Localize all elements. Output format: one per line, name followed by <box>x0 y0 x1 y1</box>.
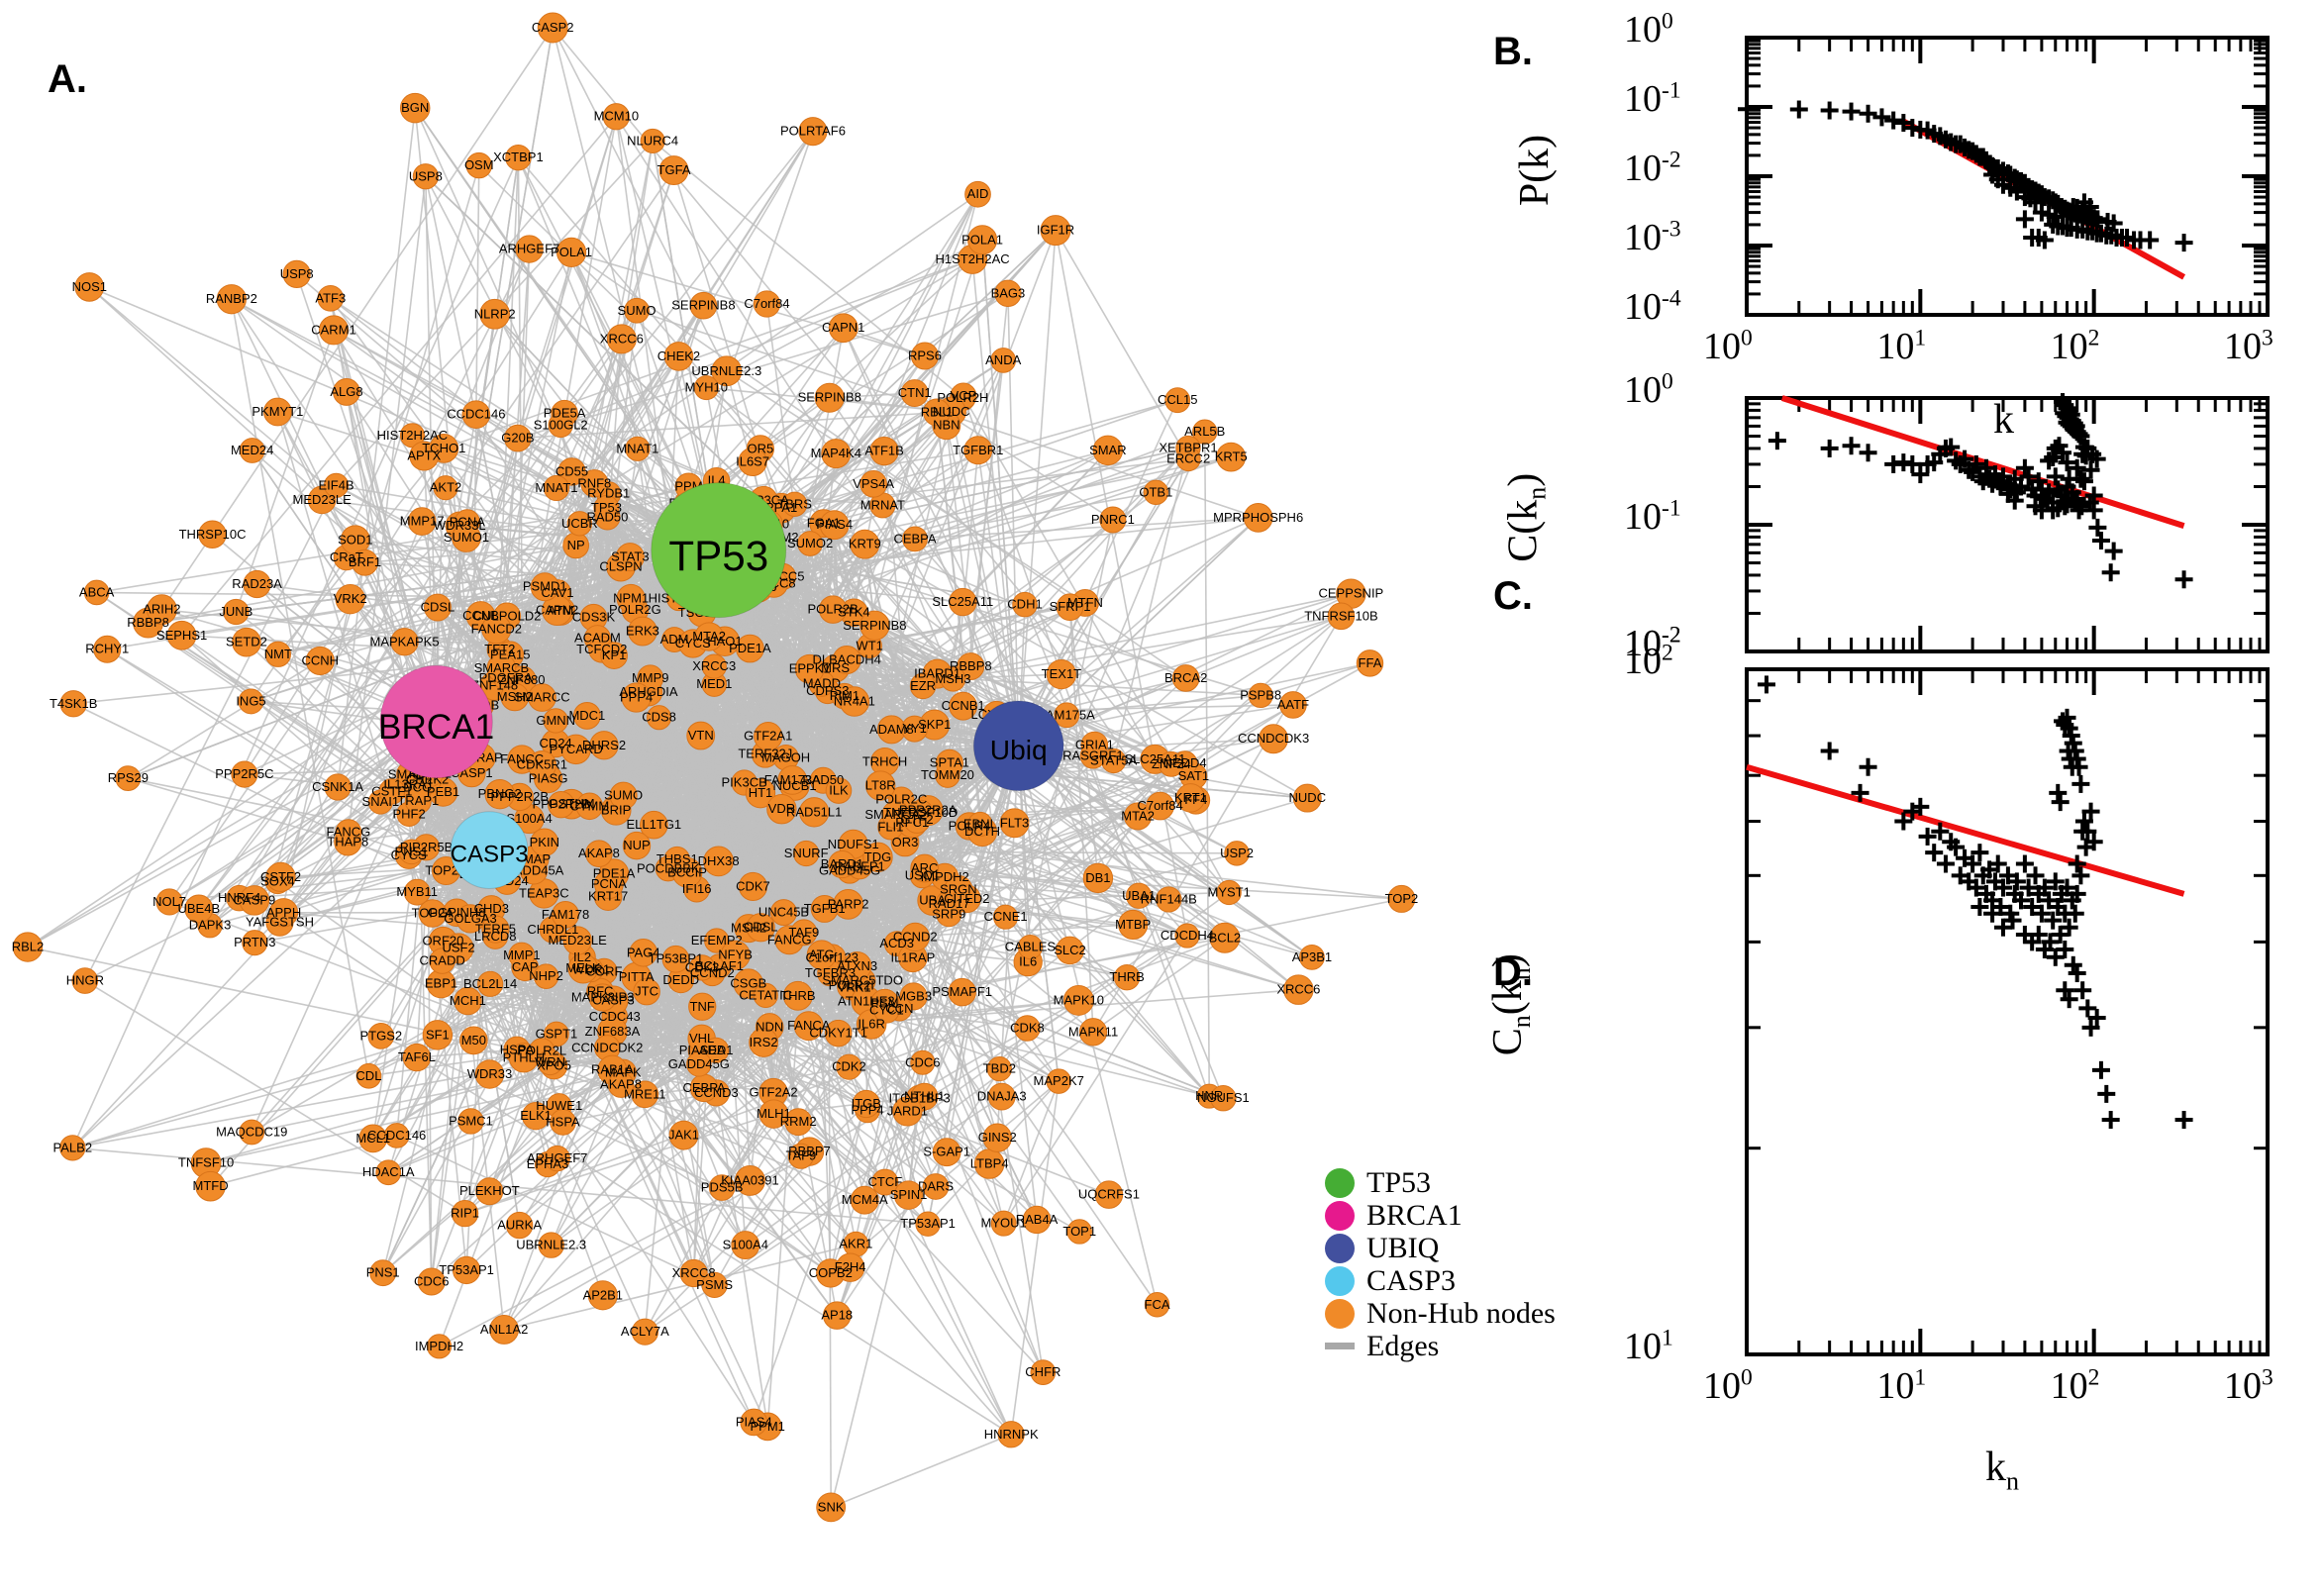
legend-label: BRCA1 <box>1366 1198 1463 1232</box>
legend-label: TP53 <box>1366 1165 1432 1199</box>
network-graph-panel: ARL5B TAF6L SOX4 ALG8 MAGOH MCM4A DHX38 CCDC146… <box>12 12 1418 1523</box>
panel-d-ytick-extra: 10-2 <box>1624 622 1681 664</box>
cyan-circle-icon <box>1325 1265 1355 1296</box>
panel-b-ytick: 10-1 <box>1624 77 1681 120</box>
legend-label: Edges <box>1366 1329 1440 1362</box>
panel-b-xtick: 100 <box>1703 325 1753 367</box>
list-item: CASP3 <box>1325 1264 1513 1297</box>
panel-d-xtick: 103 <box>2224 1364 2273 1407</box>
panel-b-ytick: 10-4 <box>1624 285 1681 328</box>
panel-d-xlabel: kn <box>1985 1445 2020 1496</box>
panel-b-ytick: 10-2 <box>1624 147 1681 189</box>
panel-a-label: A. <box>48 57 87 101</box>
list-item: TP53 <box>1325 1166 1513 1199</box>
magenta-circle-icon <box>1325 1200 1355 1231</box>
legend: TP53 BRCA1 UBIQ CASP3 Non-Hub nodes Edge… <box>1325 1166 1556 1362</box>
panel-b-xlabel: k <box>1993 397 2014 443</box>
panel-c-ytick: 10-1 <box>1624 495 1681 538</box>
panel-b-xtick: 101 <box>1876 325 1927 367</box>
panel-d-xtick: 101 <box>1876 1364 1927 1407</box>
panel-d-ytick: 101 <box>1624 1325 1673 1367</box>
legend-label: CASP3 <box>1366 1263 1457 1297</box>
panel-b-xtick: 102 <box>2050 325 2100 367</box>
panel-d-ytick: 102 <box>1624 640 1673 682</box>
line-segment-icon <box>1325 1343 1355 1349</box>
orange-circle-icon <box>1325 1298 1355 1329</box>
panel-d-xtick: 100 <box>1703 1364 1753 1407</box>
list-item: Non-Hub nodes <box>1325 1297 1556 1330</box>
list-item: BRCA1 <box>1325 1199 1513 1232</box>
panel-b-ylabel: P(k) <box>1512 134 1559 207</box>
blue-circle-icon <box>1325 1233 1355 1263</box>
list-item: UBIQ <box>1325 1232 1513 1264</box>
network-svg: ARL5BTAF6LSOX4ALG8MAGOHMCM4ADHX38CCDC146… <box>12 12 1418 1523</box>
panel-d-ylabel: Cn(kn) <box>1484 953 1537 1056</box>
panel-b-xtick: 103 <box>2224 325 2273 367</box>
panel-b-ytick: 10-3 <box>1624 216 1681 258</box>
panel-c-label: C. <box>1493 574 1533 618</box>
list-item: Edges <box>1325 1330 1513 1362</box>
legend-label: UBIQ <box>1366 1231 1440 1264</box>
panel-d-label: D. <box>1493 950 1533 994</box>
panel-b-ytick: 100 <box>1624 8 1673 50</box>
panel-c-ylabel: C(kn) <box>1500 472 1552 562</box>
panel-c-ytick: 100 <box>1624 368 1673 411</box>
panel-d-xtick: 102 <box>2050 1364 2100 1407</box>
panel-b-label: B. <box>1493 30 1533 73</box>
green-circle-icon <box>1325 1167 1355 1198</box>
panel-c-ytick: 10-2 <box>1624 622 1681 664</box>
legend-label: Non-Hub nodes <box>1366 1296 1556 1330</box>
